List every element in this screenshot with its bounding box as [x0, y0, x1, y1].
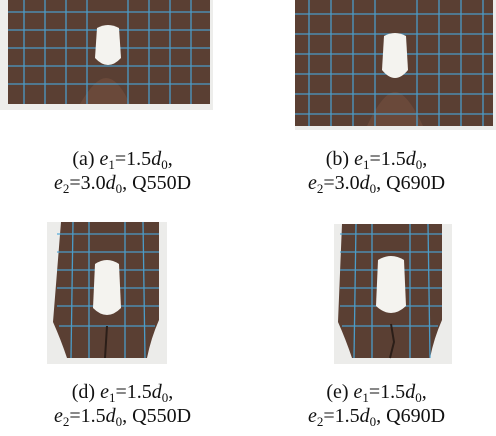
subscript: 1 — [108, 157, 115, 172]
value: =3.0 — [323, 172, 360, 194]
caption-b-line1: (b) e1=1.5d0, — [325, 148, 428, 172]
symbol-d: d — [151, 381, 162, 403]
steel-grade: Q690D — [386, 172, 446, 194]
subscript: 0 — [161, 157, 168, 172]
symbol-d: d — [405, 148, 416, 170]
steel-grade: Q550D — [132, 172, 192, 194]
caption-d: (d) e1=1.5d0, e2=1.5d0, Q550D — [0, 380, 245, 428]
symbol-d: d — [359, 405, 370, 427]
value: =3.0 — [69, 172, 106, 194]
steel-grade: Q550D — [132, 405, 192, 427]
panel-label: (d) — [71, 381, 96, 403]
specimen-photo-e — [334, 224, 452, 364]
caption-d-line2: e2=1.5d0, Q550D — [53, 405, 192, 429]
subscript: 1 — [362, 157, 370, 172]
symbol-d: d — [105, 172, 116, 194]
specimen-photo-b — [295, 0, 496, 130]
symbol-e: e — [99, 148, 109, 170]
symbol-d: d — [105, 405, 116, 427]
subscript: 2 — [316, 414, 324, 429]
caption-a: (a) e1=1.5d0, e2=3.0d0, Q550D — [0, 147, 245, 195]
symbol-d: d — [359, 172, 370, 194]
value: =1.5 — [369, 148, 406, 170]
value: =1.5 — [368, 381, 406, 403]
symbol-e: e — [100, 381, 109, 403]
caption-b-line2: e2=3.0d0, Q690D — [307, 172, 446, 196]
subscript: 0 — [369, 181, 377, 196]
subscript: 0 — [115, 181, 123, 196]
caption-d-line1: (d) e1=1.5d0, — [71, 381, 174, 405]
symbol-e: e — [353, 381, 363, 403]
caption-e-line1: (e) e1=1.5d0, — [326, 381, 427, 405]
subscript: 2 — [62, 414, 70, 429]
caption-a-line2: e2=3.0d0, Q550D — [53, 172, 192, 196]
panel-label: (a) — [72, 148, 95, 170]
subscript: 2 — [316, 181, 324, 196]
subscript: 1 — [362, 390, 369, 405]
specimen-photo-d — [47, 222, 167, 364]
subscript: 0 — [369, 414, 377, 429]
caption-e-line2: e2=1.5d0, Q690D — [307, 405, 446, 429]
subscript: 0 — [161, 390, 169, 405]
caption-b: (b) e1=1.5d0, e2=3.0d0, Q690D — [257, 147, 496, 195]
symbol-e: e — [354, 148, 363, 170]
specimen-photo-a — [0, 0, 213, 110]
symbol-d: d — [405, 381, 416, 403]
value: =1.5 — [115, 381, 152, 403]
panel-label: (b) — [325, 148, 350, 170]
value: =1.5 — [69, 405, 106, 427]
subscript: 0 — [115, 414, 123, 429]
value: =1.5 — [323, 405, 360, 427]
value: =1.5 — [114, 148, 152, 170]
subscript: 0 — [415, 157, 423, 172]
symbol-d: d — [151, 148, 162, 170]
subscript: 2 — [62, 181, 70, 196]
symbol-e: e — [307, 172, 317, 194]
panel-label: (e) — [326, 381, 349, 403]
steel-grade: Q690D — [386, 405, 446, 427]
subscript: 1 — [108, 390, 116, 405]
symbol-e: e — [53, 172, 63, 194]
caption-e: (e) e1=1.5d0, e2=1.5d0, Q690D — [257, 380, 496, 428]
symbol-e: e — [307, 405, 317, 427]
subscript: 0 — [415, 390, 422, 405]
symbol-e: e — [53, 405, 63, 427]
caption-a-line1: (a) e1=1.5d0, — [72, 148, 173, 172]
